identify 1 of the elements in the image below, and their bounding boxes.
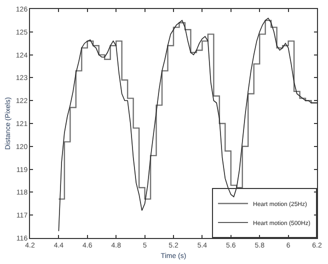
line-series — [58, 18, 317, 232]
